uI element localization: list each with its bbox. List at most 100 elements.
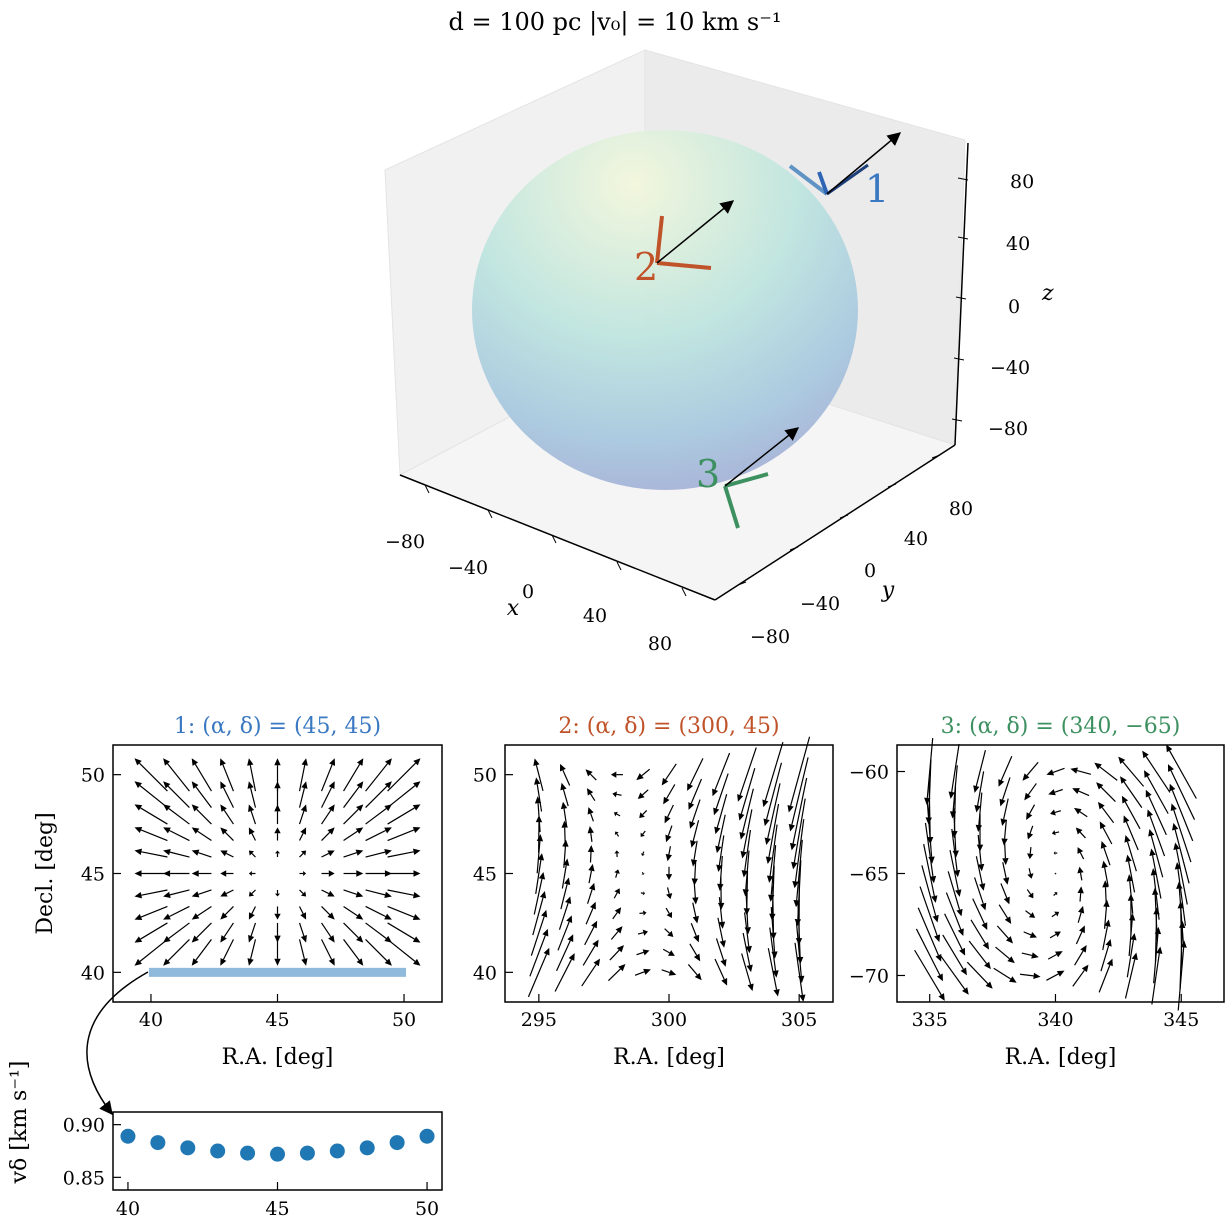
quiver-arrow-head <box>247 781 254 789</box>
quiver-arrow-head <box>745 945 752 954</box>
quiver-arrow-head <box>1054 931 1061 938</box>
quiver-arrow-head <box>1077 886 1084 894</box>
x-tick-label: 345 <box>1163 1009 1199 1031</box>
quiver-arrow-shaft <box>365 922 387 939</box>
quiver-arrow-head <box>934 934 941 943</box>
quiver-arrow-shaft <box>641 871 644 874</box>
quiver-arrow-head <box>762 799 769 808</box>
quiver-arrow-shaft <box>1123 781 1143 808</box>
quiver-arrow-shaft <box>972 898 985 924</box>
quiver-arrow-shaft <box>387 889 414 896</box>
quiver-arrow-head <box>1099 821 1106 830</box>
quiver-arrow-head <box>957 928 964 937</box>
quiver-arrow-head <box>689 821 696 829</box>
quiver-arrow-head <box>1096 782 1104 790</box>
quiver-arrow-shaft <box>765 762 783 820</box>
quiver-arrow-head <box>747 983 754 992</box>
quiver-arrow-head <box>1166 744 1173 753</box>
quiver-arrow-head <box>591 920 598 929</box>
quiver-arrow-head <box>163 891 171 898</box>
quiver-arrow-shaft <box>915 928 941 976</box>
quiver-arrow-head <box>134 870 142 877</box>
quiver-arrow-shaft <box>667 804 674 818</box>
quiver-arrow-head <box>134 914 143 920</box>
quiver-arrow-head <box>1004 916 1012 924</box>
scatter-point <box>210 1143 226 1159</box>
scatter-point <box>270 1146 285 1162</box>
x-tick-label: −40 <box>448 557 488 579</box>
quiver-arrow-shaft <box>1052 767 1065 773</box>
quiver-arrow-shaft <box>1054 810 1062 814</box>
y-tick-label: 0 <box>864 560 876 582</box>
quiver-arrow-head <box>948 791 955 799</box>
quiver-arrow-head <box>413 758 421 766</box>
quiver-arrow-shaft <box>1004 819 1007 839</box>
quiver-arrow-shaft <box>535 765 544 792</box>
quiver-arrow-head <box>412 936 421 943</box>
quiver-arrow-head <box>586 788 594 796</box>
quiver-arrow-head <box>1024 792 1031 801</box>
quiver-arrow-head <box>356 804 364 812</box>
quiver-arrow-head <box>667 930 674 937</box>
quiver-arrow-head <box>300 804 307 812</box>
quiver-arrow-head <box>693 934 700 943</box>
quiver-arrow-head <box>1029 932 1037 938</box>
quiver-arrow-head <box>791 861 798 870</box>
quiver-arrow-shaft <box>299 852 304 858</box>
quiver-arrow-head <box>999 798 1006 807</box>
quiver-arrow-head <box>1079 925 1085 934</box>
quiver-arrow-shaft <box>1102 926 1109 951</box>
quiver-arrow-head <box>717 883 724 891</box>
quiver-arrow-shaft <box>535 859 542 894</box>
quiver-arrow-shaft <box>195 786 212 808</box>
quiver-arrow-shaft <box>1078 790 1090 797</box>
quiver-arrow-shaft <box>1027 783 1037 796</box>
quiver-arrow-shaft <box>970 919 986 944</box>
y-tick-label: 45 <box>473 864 497 886</box>
point-2-marker: 2 <box>634 200 735 289</box>
quiver-arrow-head <box>1170 803 1177 811</box>
quiver-arrow-head <box>666 893 673 900</box>
quiver-arrow-shaft <box>1021 952 1033 957</box>
quiver-arrow-shaft <box>250 939 257 960</box>
quiver-arrow-head <box>693 953 701 962</box>
y-tick-label: 40 <box>904 528 928 550</box>
quiver-arrow-head <box>163 758 170 766</box>
quiver-arrow-shaft <box>953 786 957 832</box>
quiver-arrow-head <box>744 927 751 935</box>
y-tick-label: 0.85 <box>63 1167 105 1189</box>
quiver-arrow-shaft <box>917 907 939 956</box>
quiver-arrow-shaft <box>167 938 190 962</box>
z-tick-label: 80 <box>1010 171 1034 193</box>
quiver-arrow-shaft <box>768 803 780 858</box>
x-tick-label: −80 <box>385 531 425 553</box>
quiver-arrow-shaft <box>1046 973 1059 981</box>
quiver-arrow-head <box>768 894 775 902</box>
quiver-arrow-shaft <box>1029 847 1032 854</box>
quiver-arrow-shaft <box>195 939 212 961</box>
quiver-arrow-head <box>1031 952 1039 959</box>
quiver-arrow-head <box>1027 892 1034 899</box>
quiver-arrow-head <box>247 758 254 766</box>
x-axis-label: R.A. [deg] <box>1005 1045 1117 1070</box>
quiver-arrow-head <box>247 958 254 966</box>
quiver-arrow-shaft <box>1149 815 1166 857</box>
y-tick-label: 50 <box>81 765 105 787</box>
quiver-arrow-shaft <box>321 922 332 938</box>
quiver-arrow-head <box>955 889 962 897</box>
quiver-arrow-shaft <box>249 764 257 792</box>
quiver-arrow-head <box>642 929 648 936</box>
quiver-arrow-head <box>714 826 721 835</box>
quiver-arrow-shaft <box>1053 893 1057 896</box>
quiver-arrow-shaft <box>692 902 697 917</box>
quiver-arrow-shaft <box>169 889 190 896</box>
quiver-arrow-head <box>163 913 171 920</box>
quiver-arrow-shaft <box>662 948 670 954</box>
quiver-arrow-shaft <box>666 887 670 894</box>
quiver-arrow-head <box>1051 830 1056 836</box>
quiver-arrow-shaft <box>666 784 676 799</box>
quiver-arrow-head <box>248 870 252 877</box>
z-tick-label: −40 <box>990 357 1030 379</box>
quiver-arrow-head <box>666 911 673 919</box>
quiver-arrow-head <box>798 975 805 983</box>
